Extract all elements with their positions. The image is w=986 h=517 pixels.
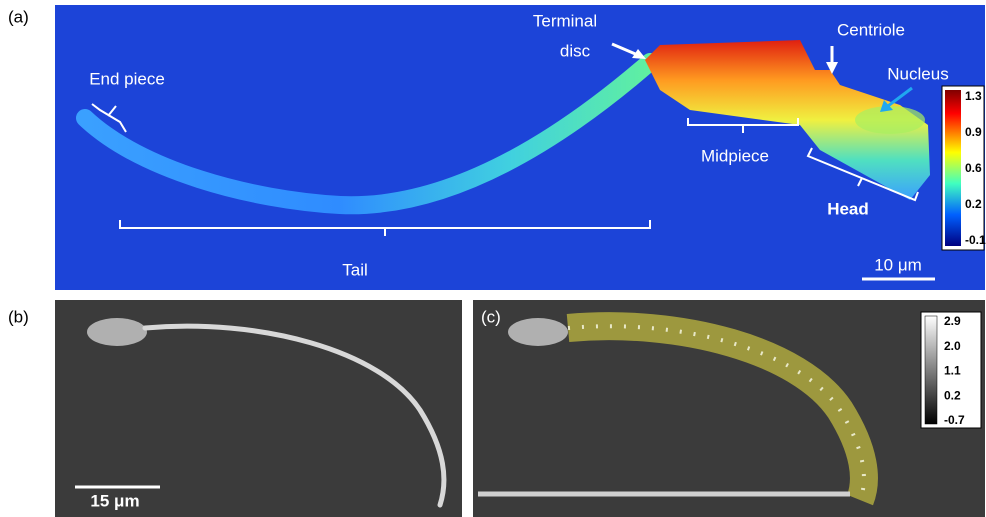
scale-bar-label: 15 μm (90, 491, 139, 510)
colorbar-label: 2.0 (944, 339, 961, 353)
annotation: Tail (342, 260, 368, 279)
annotation: Midpiece (701, 146, 769, 165)
colorbar (945, 90, 961, 246)
arrow-head (880, 100, 893, 112)
annotation: Nucleus (887, 64, 948, 83)
colorbar-label: 0.2 (965, 197, 982, 211)
midpiece-head-shape (645, 40, 930, 200)
colorbar-label: 0.9 (965, 125, 982, 139)
annotation: Centriole (837, 20, 905, 39)
annotation: Terminal (533, 11, 597, 30)
colorbar-label: -0.7 (944, 413, 965, 427)
tail-shape (76, 53, 659, 215)
colorbar-label: 0.6 (965, 161, 982, 175)
annotation: disc (560, 41, 591, 60)
arrow (887, 86, 913, 108)
scale-bar-label: 10 μm (874, 255, 922, 274)
annotation: Head (827, 199, 869, 218)
nucleus-shape (855, 106, 925, 134)
colorbar-label: 0.2 (944, 388, 961, 402)
brackets (91, 103, 919, 236)
panel-label: (b) (8, 307, 29, 326)
panel-label: (a) (8, 7, 29, 26)
panel-label: (c) (481, 307, 501, 326)
colorbar (924, 315, 938, 425)
colorbar-label: 1.1 (944, 364, 961, 378)
colorbar-label: -0.1 (965, 233, 986, 247)
annotation: End piece (89, 69, 165, 88)
sperm-head (87, 318, 147, 346)
arrow-head (632, 49, 646, 59)
colorbar-label: 2.9 (944, 314, 961, 328)
colorbar-label: 1.3 (965, 89, 982, 103)
arrow-head (826, 62, 838, 74)
tracking-band (566, 312, 878, 506)
sperm-head (508, 318, 568, 346)
sperm-tail (142, 323, 447, 508)
